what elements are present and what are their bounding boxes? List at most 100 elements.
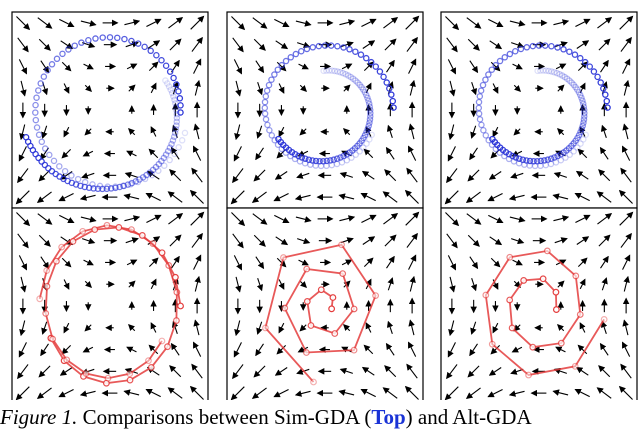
trajectory-point <box>509 152 516 160</box>
field-arrow <box>360 389 376 398</box>
panel-1 <box>11 11 209 209</box>
trajectory-point <box>539 67 547 74</box>
field-arrow <box>365 322 372 333</box>
field-arrow <box>20 276 27 293</box>
field-arrow <box>278 126 285 138</box>
trajectory-point <box>365 122 372 130</box>
trajectory-point <box>166 156 173 164</box>
trajectory-point <box>82 370 90 377</box>
field-arrow <box>232 364 244 380</box>
trajectory-2 <box>42 224 184 382</box>
field-arrow <box>256 125 263 139</box>
field-arrow <box>600 255 609 269</box>
trajectory-point <box>334 43 341 50</box>
trajectory-point <box>352 151 359 158</box>
trajectory-point <box>551 154 558 161</box>
trajectory-point <box>558 72 566 79</box>
trajectory-point <box>307 322 315 329</box>
field-arrow <box>295 20 312 27</box>
trajectory-point <box>120 182 128 190</box>
trajectory-1 <box>482 247 608 379</box>
trajectory-point <box>580 119 587 126</box>
field-arrow <box>596 387 612 399</box>
field-arrow <box>148 61 159 72</box>
trajectory-point <box>172 103 180 111</box>
field-arrow <box>194 79 201 96</box>
trajectory-point <box>506 253 514 261</box>
trajectory-point <box>510 158 518 165</box>
field-arrow <box>17 37 29 53</box>
trajectory-point <box>523 157 530 164</box>
vector-field <box>230 15 420 205</box>
field-arrow <box>622 145 631 161</box>
field-arrow <box>469 60 479 74</box>
trajectory-point <box>350 305 358 313</box>
field-arrow <box>278 322 285 334</box>
trajectory-point <box>576 311 584 318</box>
trajectory-point <box>496 57 504 65</box>
trajectory-point <box>364 94 371 102</box>
trajectory-point <box>121 35 128 43</box>
trajectory-point <box>321 42 329 49</box>
caption-top-highlight: Top <box>371 405 406 429</box>
field-arrow <box>171 255 180 269</box>
field-arrow <box>386 124 394 138</box>
field-arrow <box>618 189 633 204</box>
trajectory-point <box>580 116 588 123</box>
trajectory-point <box>547 160 555 168</box>
trajectory-point <box>261 98 269 106</box>
field-arrow <box>63 322 70 334</box>
trajectory-point <box>372 292 379 299</box>
trajectory-point <box>172 273 179 281</box>
field-arrow <box>256 278 264 292</box>
trajectory-point <box>366 136 373 143</box>
field-arrow <box>622 254 631 270</box>
trajectory-point <box>360 144 367 151</box>
field-arrow <box>148 148 159 159</box>
trajectory-point <box>525 371 532 379</box>
field-arrow <box>275 236 289 246</box>
field-arrow <box>361 366 375 376</box>
figure-caption: Figure 1. Comparisons between Sim-GDA (T… <box>0 402 640 432</box>
field-arrow <box>148 344 159 355</box>
trajectory-point <box>268 132 276 139</box>
trajectory-point <box>99 34 106 41</box>
field-arrow <box>339 171 353 179</box>
field-arrow <box>276 148 287 159</box>
field-arrow <box>600 59 609 73</box>
field-arrow <box>168 17 184 29</box>
trajectory-point <box>545 67 552 75</box>
trajectory-point <box>331 67 338 75</box>
field-arrow <box>446 37 458 53</box>
trajectory-point <box>128 179 136 187</box>
trajectory-point <box>367 58 375 66</box>
field-arrow <box>553 215 570 222</box>
field-arrow <box>448 124 455 141</box>
field-arrow <box>298 259 309 266</box>
field-arrow <box>20 80 27 97</box>
field-arrow <box>172 81 179 95</box>
field-arrow <box>59 171 73 180</box>
trajectory-point <box>327 42 335 49</box>
field-arrow <box>597 17 613 29</box>
field-arrow <box>41 125 48 139</box>
trajectory-point <box>315 42 323 50</box>
trajectory-point <box>390 104 397 111</box>
field-arrow <box>191 363 203 379</box>
trajectory-point <box>320 67 327 75</box>
trajectory-point <box>173 118 181 126</box>
field-arrow <box>343 84 351 92</box>
trajectory-point <box>292 50 300 58</box>
field-arrow <box>61 148 72 159</box>
trajectory-point <box>367 113 374 120</box>
trajectory-point <box>92 35 99 42</box>
caption-text: Comparisons between Sim-GDA ( <box>77 405 372 429</box>
field-arrow <box>274 18 290 27</box>
caption-text-end: ) and Alt-GDA <box>405 405 532 429</box>
field-arrow <box>128 324 136 332</box>
trajectory-point <box>580 103 588 111</box>
trajectory-point <box>323 67 330 74</box>
field-arrow <box>408 145 417 161</box>
field-arrow <box>384 365 397 378</box>
trajectory-point <box>40 73 48 80</box>
